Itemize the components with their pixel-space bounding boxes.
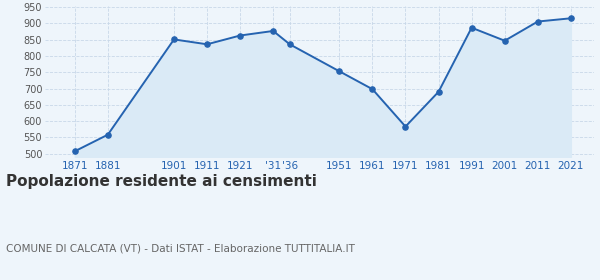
Point [285,42,295,46]
Point [335,69,344,74]
Point [566,16,575,20]
Point [467,25,476,30]
Point [401,124,410,129]
Point [268,29,278,33]
Point [533,19,542,24]
Text: Popolazione residente ai censimenti: Popolazione residente ai censimenti [6,174,317,189]
Text: COMUNE DI CALCATA (VT) - Dati ISTAT - Elaborazione TUTTITALIA.IT: COMUNE DI CALCATA (VT) - Dati ISTAT - El… [6,244,355,254]
Point [500,38,509,43]
Point [235,33,245,38]
Point [103,132,113,137]
Point [368,87,377,91]
Point [202,42,212,46]
Point [169,37,179,42]
Point [70,149,80,153]
Point [434,90,443,94]
